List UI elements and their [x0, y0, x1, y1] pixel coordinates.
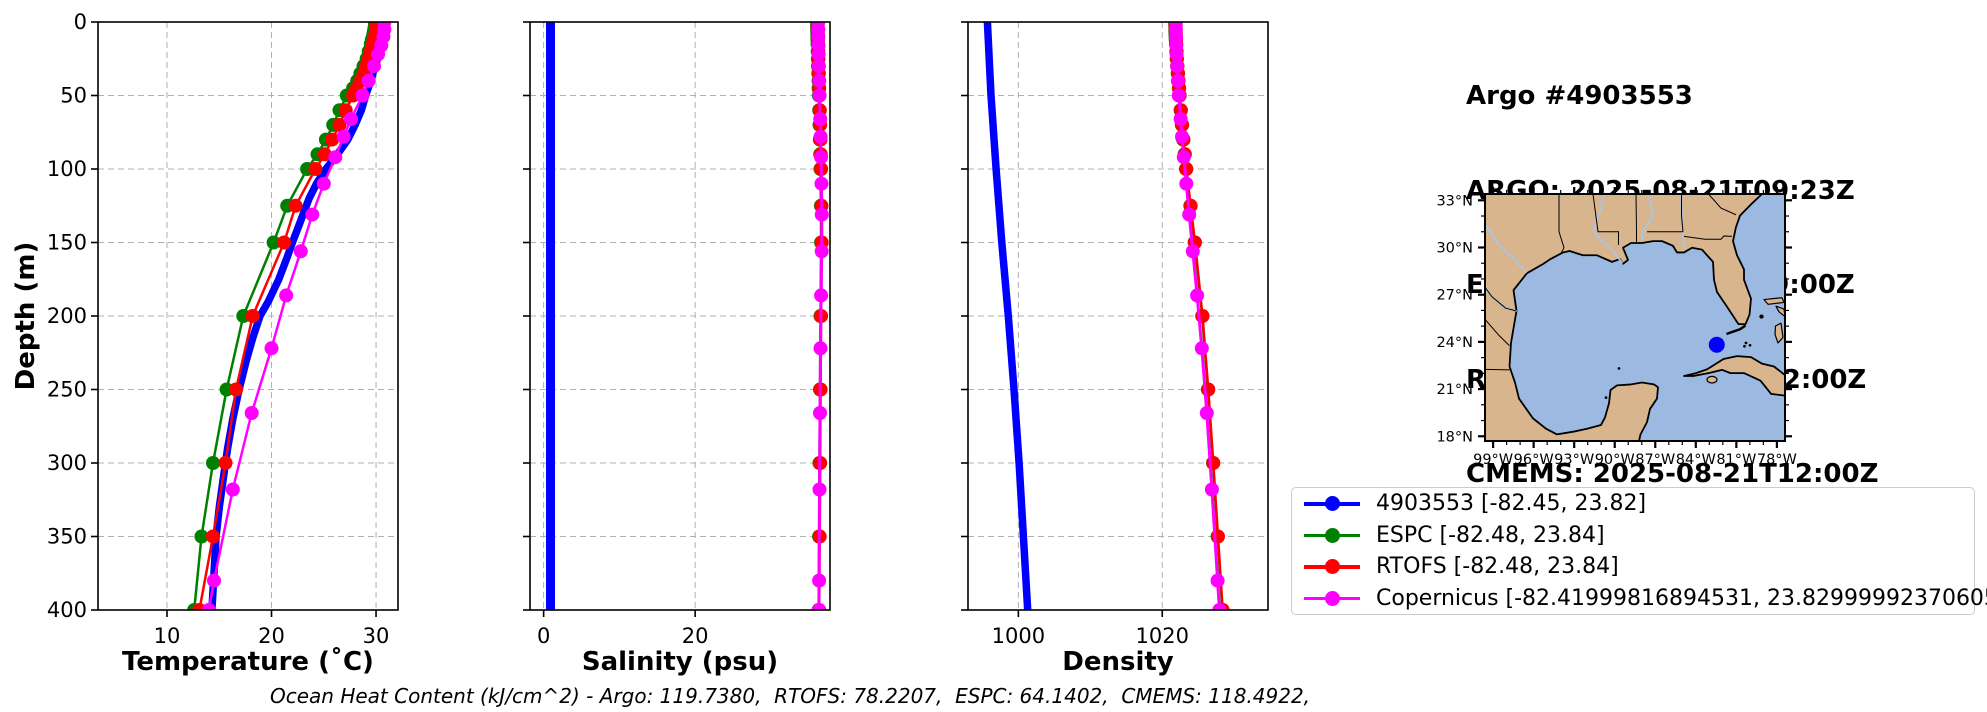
- x-tick-label: 0: [537, 624, 550, 648]
- state-border-al-ga: [1682, 194, 1684, 232]
- land-abaco: [1776, 306, 1785, 316]
- state-border-fl-ga: [1684, 236, 1732, 239]
- x-tick-label: 20: [258, 624, 285, 648]
- map-lat-tick-label: 24°N: [1436, 335, 1473, 351]
- x-tick-label: 20: [682, 624, 709, 648]
- temperature-axis-label: Temperature (˚C): [122, 646, 374, 677]
- state-border-tx-la: [1559, 194, 1564, 252]
- figure-title: Argo #4903553: [1466, 81, 1693, 111]
- legend-label: Copernicus [-82.41999816894531, 23.82999…: [1376, 585, 1987, 611]
- river-mississippi: [1594, 194, 1622, 263]
- x-tick-label: 1000: [992, 624, 1045, 648]
- map-lat-tick-label: 27°N: [1436, 288, 1473, 304]
- land-cay: [1743, 344, 1746, 348]
- state-border-ga-sc: [1709, 194, 1737, 215]
- y-tick-label: 50: [60, 84, 87, 108]
- y-tick-label: 250: [47, 378, 87, 402]
- map-lat-tick-label: 18°N: [1436, 429, 1473, 445]
- x-tick-label: 30: [363, 624, 390, 648]
- river-alabama: [1642, 194, 1653, 240]
- y-tick-label: 350: [47, 525, 87, 549]
- series-argo: [983, 22, 1032, 610]
- legend-item-espc: ESPC [-82.48, 23.84]: [1304, 520, 1974, 552]
- depth-axis-label: Depth (m): [11, 242, 41, 391]
- legend-line-marker-icon: [1304, 527, 1360, 543]
- state-border-ms-al: [1636, 194, 1637, 243]
- land-grand-bahama: [1764, 298, 1784, 305]
- map-lon-tick-label: 96°W: [1514, 452, 1554, 468]
- temperature-plot: 10 20 30050100150200250300350400Temperatur…: [11, 10, 399, 677]
- map-lat-tick-label: 21°N: [1436, 382, 1473, 398]
- y-tick-label: 0: [74, 10, 87, 34]
- legend-label: 4903553 [-82.45, 23.82]: [1376, 491, 1647, 517]
- land-north-america: [1485, 194, 1762, 441]
- land-andros: [1775, 323, 1783, 343]
- map-lon-tick-label: 81°W: [1716, 452, 1756, 468]
- float-location-marker: [1708, 336, 1725, 353]
- legend-line-marker-icon: [1304, 496, 1360, 512]
- land-bimini: [1759, 314, 1764, 319]
- x-tick-label: 10: [154, 624, 181, 648]
- map-lon-tick-label: 78°W: [1757, 452, 1797, 468]
- map-lon-tick-label: 90°W: [1595, 452, 1635, 468]
- map-lon-tick-label: 93°W: [1554, 452, 1594, 468]
- legend-line-marker-icon: [1304, 590, 1360, 606]
- legend-item-rtofs: RTOFS [-82.48, 23.84]: [1304, 551, 1974, 583]
- y-tick-label: 100: [47, 157, 87, 181]
- state-border-la-ms: [1593, 194, 1619, 245]
- land-cuba: [1684, 356, 1785, 396]
- legend-item-copernicus: Copernicus [-82.41999816894531, 23.82999…: [1304, 583, 1987, 615]
- legend: 4903553 [-82.45, 23.82] ESPC [-82.48, 23…: [1291, 487, 1987, 615]
- profile-plots: 10 20 30050100150200250300350400Temperatur…: [11, 10, 1269, 677]
- legend-item-argo: 4903553 [-82.45, 23.82]: [1304, 488, 1974, 520]
- x-tick-label: 1020: [1136, 624, 1189, 648]
- border-us-mexico: [1485, 287, 1516, 311]
- series-copernicus: [201, 22, 392, 610]
- legend-label: RTOFS [-82.48, 23.84]: [1376, 554, 1619, 580]
- map-lat-tick-label: 30°N: [1436, 240, 1473, 256]
- gulf-of-mexico-map: 99°W 96°W 93°W 90°W 87°W 84°W 81°W 78°W 33°N 30°N…: [1436, 187, 1797, 468]
- state-border-mexico-1: [1485, 319, 1510, 345]
- y-tick-label: 200: [47, 304, 87, 328]
- density-axis-label: Density: [1062, 647, 1174, 677]
- land-cay: [1604, 396, 1608, 399]
- series-copernicus: [811, 22, 829, 610]
- cmems-timestamp: CMEMS: 2025-08-21T12:00Z: [1466, 459, 1879, 489]
- map-lat-tick-label: 33°N: [1436, 193, 1473, 209]
- salinity-axis-label: Salinity (psu): [582, 647, 778, 677]
- legend-line-marker-icon: [1304, 559, 1360, 575]
- y-tick-label: 300: [47, 451, 87, 475]
- map-lon-tick-label: 84°W: [1676, 452, 1716, 468]
- land-cay: [1748, 343, 1752, 347]
- y-tick-label: 150: [47, 231, 87, 255]
- florida-keys: [1727, 326, 1746, 334]
- river-brazos: [1485, 224, 1526, 272]
- map-lon-tick-label: 87°W: [1635, 452, 1675, 468]
- series-copernicus: [1168, 22, 1227, 610]
- legend-label: ESPC [-82.48, 23.84]: [1376, 522, 1605, 548]
- land-cay: [1744, 341, 1748, 345]
- y-tick-label: 400: [47, 598, 87, 622]
- map-lon-tick-label: 99°W: [1473, 452, 1513, 468]
- land-alacranes-reef: [1617, 367, 1621, 370]
- land-isla-juventud: [1707, 376, 1717, 383]
- ocean-heat-content-caption: Ocean Heat Content (kJ/cm^2) - Argo: 119…: [270, 684, 1311, 708]
